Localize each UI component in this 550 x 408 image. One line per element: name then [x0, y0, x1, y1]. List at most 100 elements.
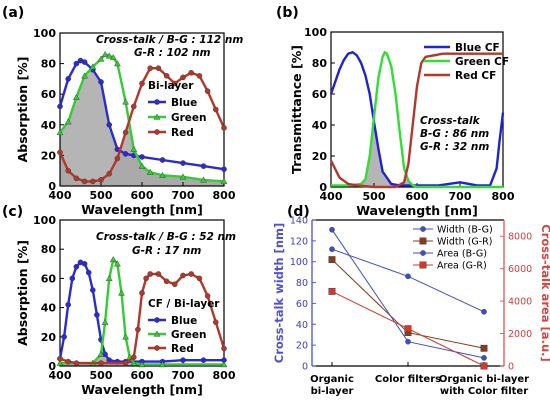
series-line-2 [329, 52, 503, 189]
legend-label: Area (G-R) [437, 261, 487, 272]
data-point [180, 74, 186, 81]
y-tick-label: 80 [296, 278, 308, 289]
annotation: B-G : 86 nm [420, 128, 489, 140]
data-point [94, 312, 100, 318]
data-point [101, 318, 109, 325]
data-point [114, 60, 121, 67]
data-point [135, 326, 141, 333]
data-point [73, 360, 80, 366]
y2-tick-label: 2000 [508, 329, 532, 340]
x-tick-label: 400 [49, 189, 72, 202]
y2-tick-label: 0 [508, 362, 514, 373]
data-point [57, 103, 63, 110]
data-point [109, 54, 117, 61]
data-point [139, 290, 145, 296]
data-point [328, 287, 336, 295]
series-line-1 [59, 53, 225, 183]
data-point [122, 151, 129, 157]
data-point [98, 360, 104, 366]
data-point [159, 361, 166, 368]
data-point [97, 55, 105, 62]
panel-3: (d) 0 20 40 60 80 100 120 140 0 2000 4000 6000 8000 Or… [272, 204, 550, 397]
y-tick-label: 40 [41, 302, 57, 315]
y-axis-label: Absorption [%] [15, 240, 30, 346]
data-point [122, 360, 129, 366]
data-point [130, 103, 137, 110]
data-point [328, 256, 336, 264]
data-point [171, 281, 178, 288]
data-point [65, 301, 71, 308]
data-point [139, 80, 145, 87]
data-point [220, 361, 228, 368]
data-point [180, 160, 186, 166]
y-tick-label: 20 [312, 150, 328, 163]
legend-marker [419, 261, 427, 269]
series-line-1 [60, 258, 224, 366]
category-label-line: with Color filter [440, 386, 528, 397]
category-label: Organic bi-layer [310, 374, 354, 397]
data-point [122, 129, 129, 136]
data-point [69, 275, 76, 282]
annotation: Cross-talk / B-G : 112 nm [96, 34, 243, 46]
data-point [90, 178, 96, 185]
data-point [196, 275, 203, 282]
data-point [329, 246, 335, 252]
data-point [155, 271, 162, 277]
legend-marker [154, 345, 160, 351]
y-tick-label: 20 [41, 331, 57, 344]
data-point [114, 155, 121, 162]
data-point [171, 80, 178, 87]
data-point [405, 338, 411, 345]
y-tick-label: 20 [296, 341, 308, 352]
x-axis-label: Wavelength [nm] [81, 202, 203, 217]
data-point [138, 361, 146, 368]
y-axis-label: Absorption [%] [15, 57, 30, 163]
series-line-2 [59, 272, 226, 365]
y-tick-label: 0 [319, 181, 327, 194]
data-point [64, 118, 72, 125]
data-point [159, 171, 166, 178]
x-tick-label: 500 [90, 369, 113, 382]
legend-marker [154, 317, 160, 323]
annotation: G-R : 32 nm [420, 141, 489, 153]
data-point [221, 345, 227, 352]
category-label-line: Organic bi-layer [439, 374, 529, 385]
x-tick-label: 600 [131, 189, 154, 202]
legend-title: Bi-layer [148, 80, 194, 92]
category-label: Color filters [375, 374, 441, 385]
legend-label: Blue [171, 315, 197, 327]
data-point [200, 163, 207, 169]
data-point [481, 355, 487, 361]
legend-marker [419, 237, 427, 245]
y-tick-label: 0 [48, 180, 56, 193]
y-tick-label: 100 [33, 214, 56, 227]
data-point [85, 269, 92, 276]
panel-label: (c) [2, 204, 23, 220]
data-point [98, 177, 104, 183]
legend-marker [154, 99, 160, 105]
y2-tick-label: 8000 [508, 232, 532, 243]
legend-label: Width (G-R) [437, 237, 492, 248]
data-point [56, 129, 64, 136]
y-tick-label: 140 [290, 216, 308, 227]
data-point [57, 355, 63, 362]
panel-1: (b) 400 500 600 700 800 0 20 40 60 80 100 Wavelength… [276, 5, 515, 218]
y-tick-label: 40 [41, 119, 57, 132]
data-point [105, 52, 113, 59]
legend-label: Green [171, 329, 207, 341]
legend-label: Green [171, 112, 207, 124]
x-tick-label: 800 [213, 369, 236, 382]
data-point [73, 60, 80, 67]
data-point [56, 359, 64, 366]
category-label-line: bi-layer [311, 386, 354, 397]
data-point [143, 275, 149, 282]
y-tick-label: 60 [296, 299, 308, 310]
data-point [163, 73, 170, 79]
data-point [404, 325, 412, 333]
legend-marker [153, 330, 161, 337]
data-point [139, 154, 145, 160]
y-tick-label: 40 [312, 119, 328, 132]
panel-label: (d) [287, 204, 310, 220]
x-tick-label: 800 [213, 189, 236, 202]
